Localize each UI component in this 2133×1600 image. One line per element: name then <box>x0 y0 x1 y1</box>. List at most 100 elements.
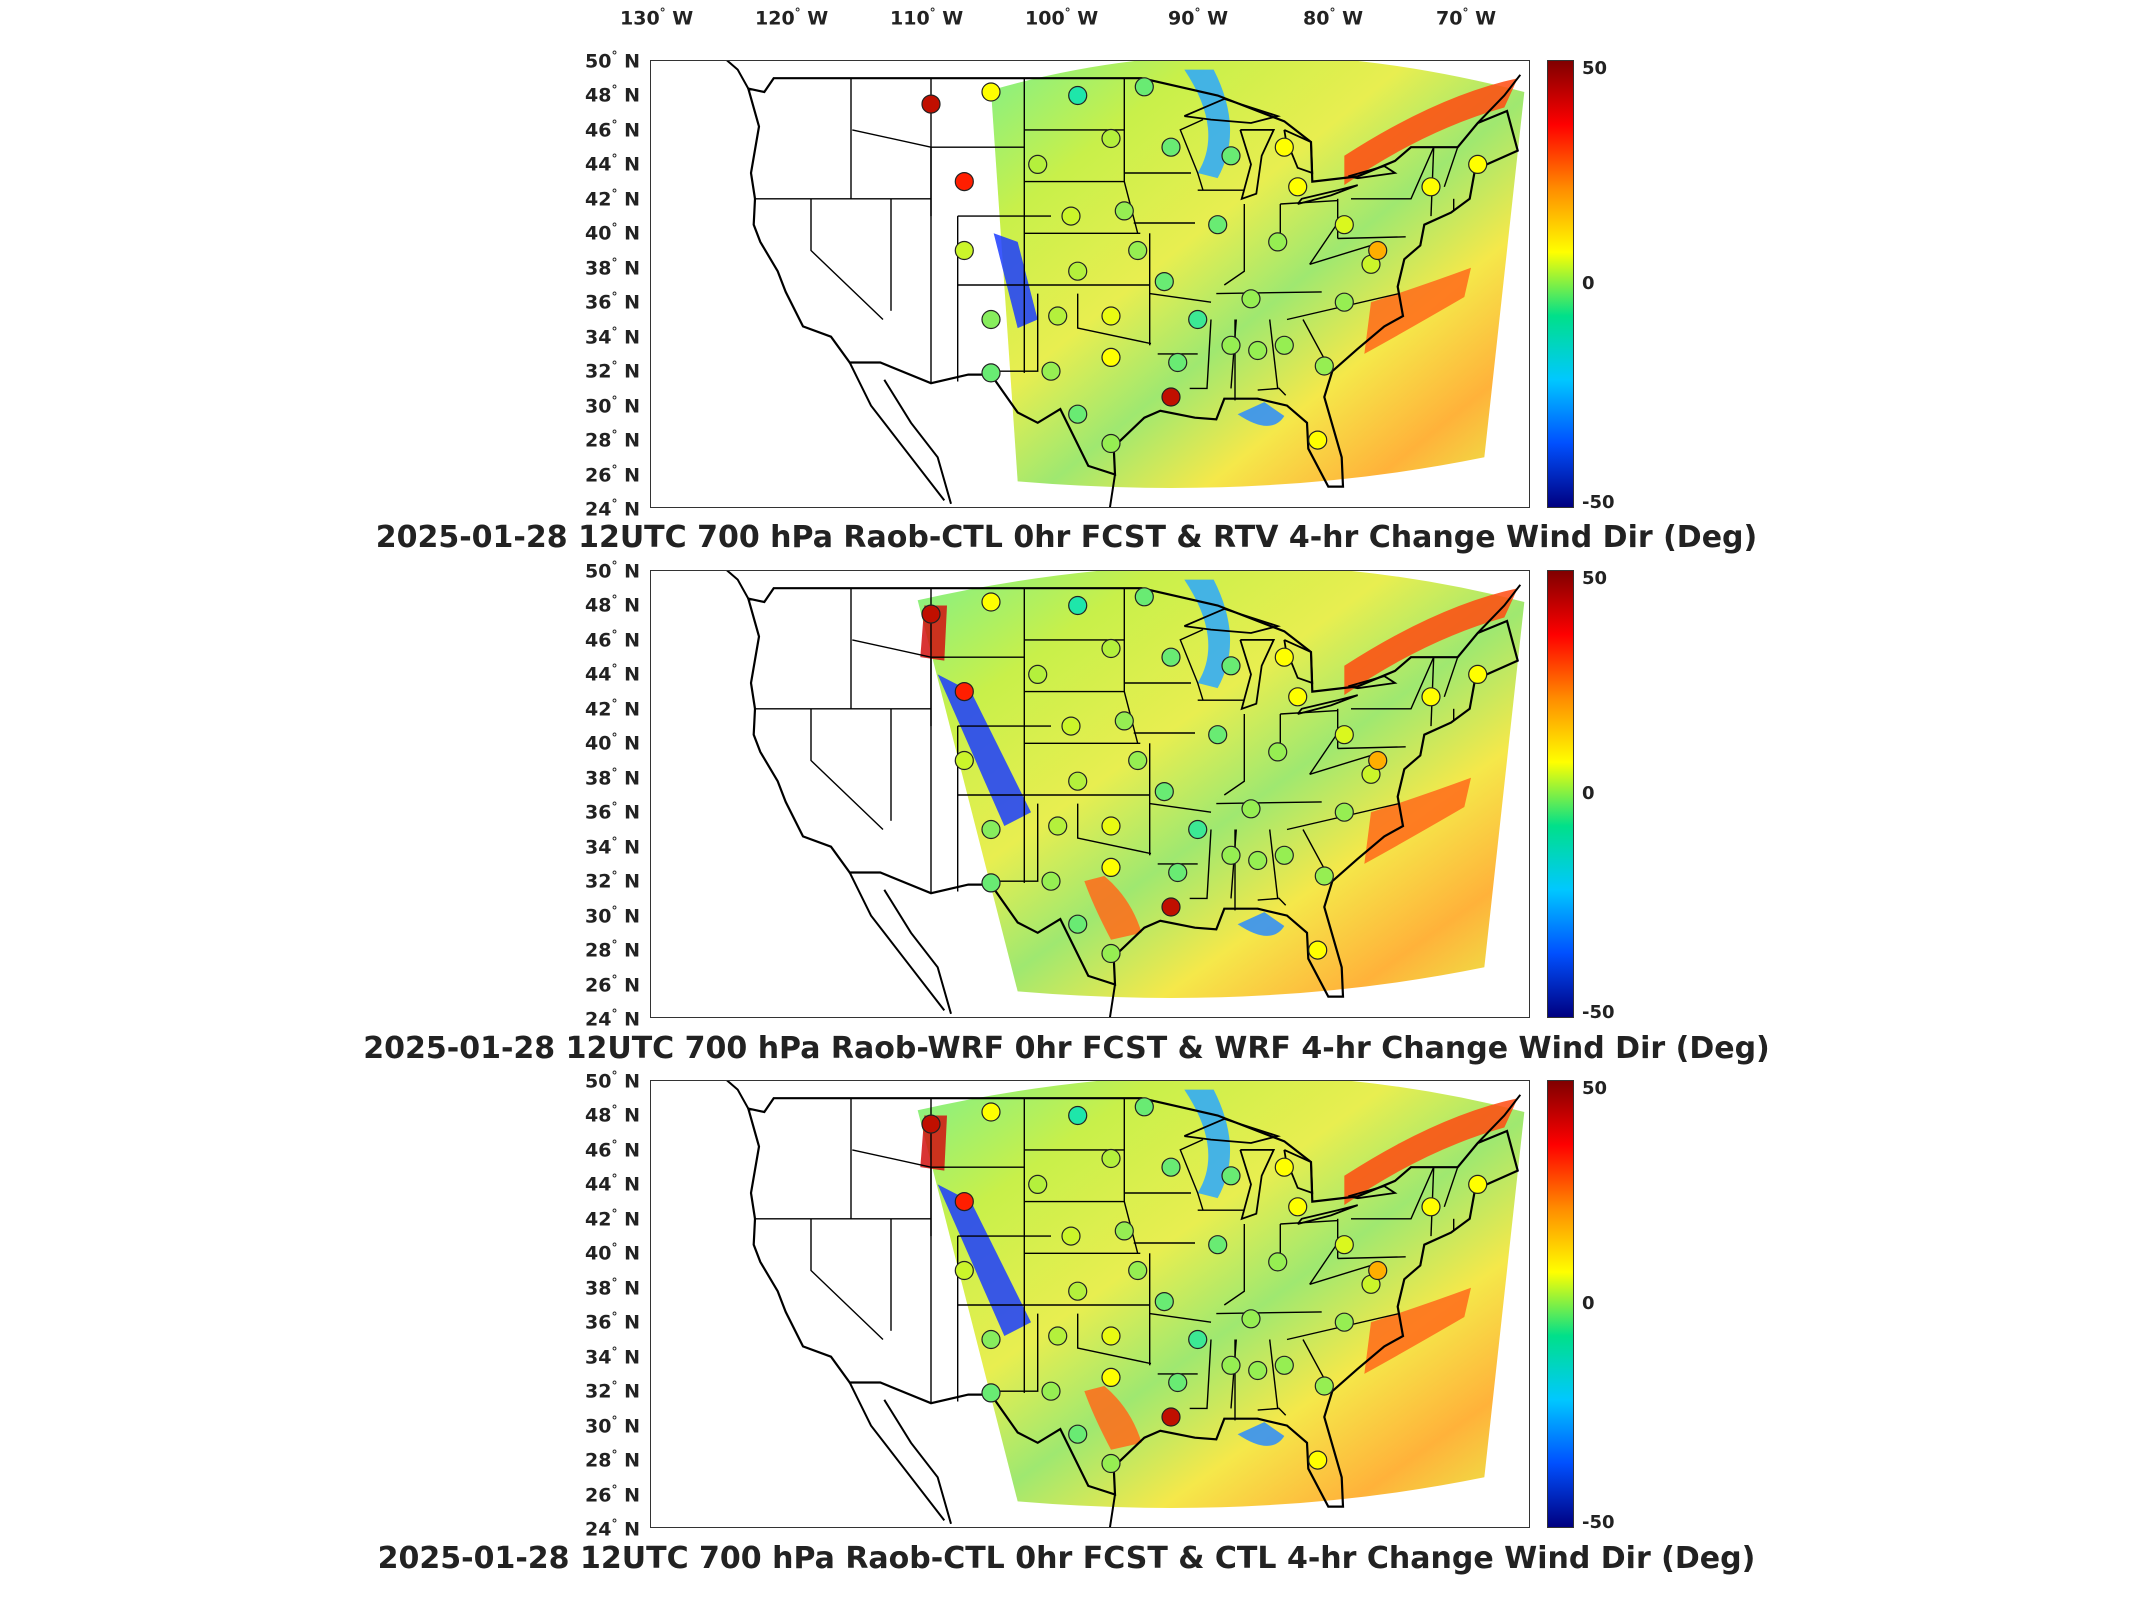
raob-station-marker <box>1028 1174 1048 1195</box>
raob-station-marker <box>1101 1367 1121 1387</box>
raob-station-marker <box>1241 799 1261 819</box>
coastline <box>883 379 952 505</box>
lat-label: 42° N <box>585 696 640 721</box>
lat-label: 48° N <box>585 83 640 107</box>
raob-station-marker <box>1308 940 1328 960</box>
state-boundary <box>1077 1313 1152 1365</box>
raob-station-marker <box>1248 340 1268 361</box>
colorbar <box>1547 1080 1574 1528</box>
state-boundary <box>1280 1219 1338 1225</box>
lon-label: 120° W <box>755 6 829 30</box>
field-feature <box>1084 1385 1142 1450</box>
colorbar-tick-label: 0 <box>1582 1293 1595 1314</box>
lat-label: 30° N <box>585 1413 640 1437</box>
state-boundary <box>1309 1264 1372 1285</box>
lat-label: 44° N <box>585 152 640 176</box>
raob-station-marker <box>1308 1450 1328 1470</box>
state-boundary <box>1257 1407 1287 1416</box>
state-boundary <box>1309 732 1339 775</box>
raob-station-marker <box>1221 335 1241 355</box>
lat-label: 48° N <box>585 1103 640 1127</box>
colorbar-tick-label: -50 <box>1582 1002 1615 1023</box>
raob-station-marker <box>1241 289 1261 309</box>
raob-station-marker <box>1274 335 1294 355</box>
raob-station-marker <box>1241 1309 1261 1329</box>
raob-station-marker <box>981 1329 1001 1350</box>
lake-outline <box>1283 129 1314 175</box>
map-panel: 50° N 48° N 46° N 44° N 42° N 40° N 38° N 36° N… <box>0 49 2133 530</box>
state-boundary <box>1309 222 1339 265</box>
raob-station-marker <box>1168 352 1188 373</box>
raob-station-marker <box>981 819 1001 840</box>
lat-label: 48° N <box>585 593 640 617</box>
raob-station-marker <box>1268 742 1288 762</box>
coastline <box>883 889 952 1015</box>
colorbar-tick-label: 50 <box>1582 1078 1608 1099</box>
lake-outline <box>1348 675 1398 690</box>
raob-station-marker <box>1334 215 1354 235</box>
raob-station-marker <box>1221 146 1241 166</box>
raob-station-marker <box>1068 85 1088 106</box>
raob-station-marker <box>954 1260 974 1281</box>
coastline <box>848 362 946 502</box>
raob-station-marker <box>1068 1281 1088 1301</box>
raob-station-marker <box>1334 725 1354 745</box>
field-feature <box>993 233 1038 329</box>
state-boundary <box>989 293 1039 372</box>
raob-station-marker <box>1188 309 1208 330</box>
state-boundary <box>1351 656 1435 710</box>
lon-label: 80° W <box>1303 6 1364 30</box>
field-feature <box>1344 1098 1518 1206</box>
lat-label: 38° N <box>585 255 640 280</box>
forecast-field <box>917 571 1525 998</box>
map-plot-area <box>650 60 1530 508</box>
coastline <box>848 872 946 1012</box>
state-boundary <box>1280 709 1338 715</box>
colorbar-tick-label: 0 <box>1582 783 1595 804</box>
lat-label: 34° N <box>585 1344 640 1369</box>
raob-station-marker <box>1208 215 1228 235</box>
lat-label: 24° N <box>585 1517 640 1541</box>
lat-label: 40° N <box>585 1241 640 1265</box>
raob-station-marker <box>1368 750 1388 771</box>
raob-station-marker <box>1268 232 1288 252</box>
raob-station-marker <box>1101 943 1121 964</box>
state-boundary <box>1123 1098 1139 1254</box>
raob-station-marker <box>1061 716 1081 736</box>
state-boundary <box>1077 293 1152 345</box>
raob-station-marker <box>981 309 1001 330</box>
colorbar-tick-label: -50 <box>1582 1512 1615 1533</box>
raob-station-marker <box>981 1383 1001 1403</box>
raob-station-marker <box>1114 711 1134 731</box>
state-boundary <box>1309 754 1372 775</box>
raob-station-marker <box>1274 137 1294 157</box>
state-boundary <box>1257 897 1287 906</box>
raob-station-marker <box>921 94 941 114</box>
state-boundary <box>1223 1224 1245 1306</box>
panel-title: 2025-01-28 12UTC 700 hPa Raob-CTL 0hr FC… <box>375 520 1758 555</box>
state-boundary <box>1216 1311 1322 1315</box>
lake-outline <box>1296 1204 1359 1225</box>
lat-label: 32° N <box>585 1379 640 1403</box>
state-boundary <box>1269 1339 1279 1409</box>
coastline <box>1476 74 1522 124</box>
field-feature <box>1237 1422 1285 1446</box>
field-feature <box>1237 912 1285 936</box>
raob-station-marker <box>1334 1235 1354 1255</box>
raob-station-marker <box>1134 587 1154 607</box>
state-boundary <box>1179 1138 1204 1211</box>
raob-station-marker <box>1068 1105 1088 1126</box>
raob-station-marker <box>1114 1221 1134 1241</box>
coastline <box>848 1382 946 1522</box>
map-svg <box>726 1081 1525 1527</box>
field-feature <box>1364 267 1471 354</box>
us-outline <box>746 77 1520 488</box>
lat-label: 28° N <box>585 1448 640 1472</box>
state-boundary <box>1351 146 1435 200</box>
raob-station-marker <box>921 1114 941 1134</box>
lake-outline <box>1183 1117 1281 1144</box>
raob-station-marker <box>1274 1157 1294 1177</box>
raob-station-marker <box>1101 1326 1121 1346</box>
lon-label: 90° W <box>1168 6 1229 30</box>
raob-station-marker <box>1101 306 1121 326</box>
